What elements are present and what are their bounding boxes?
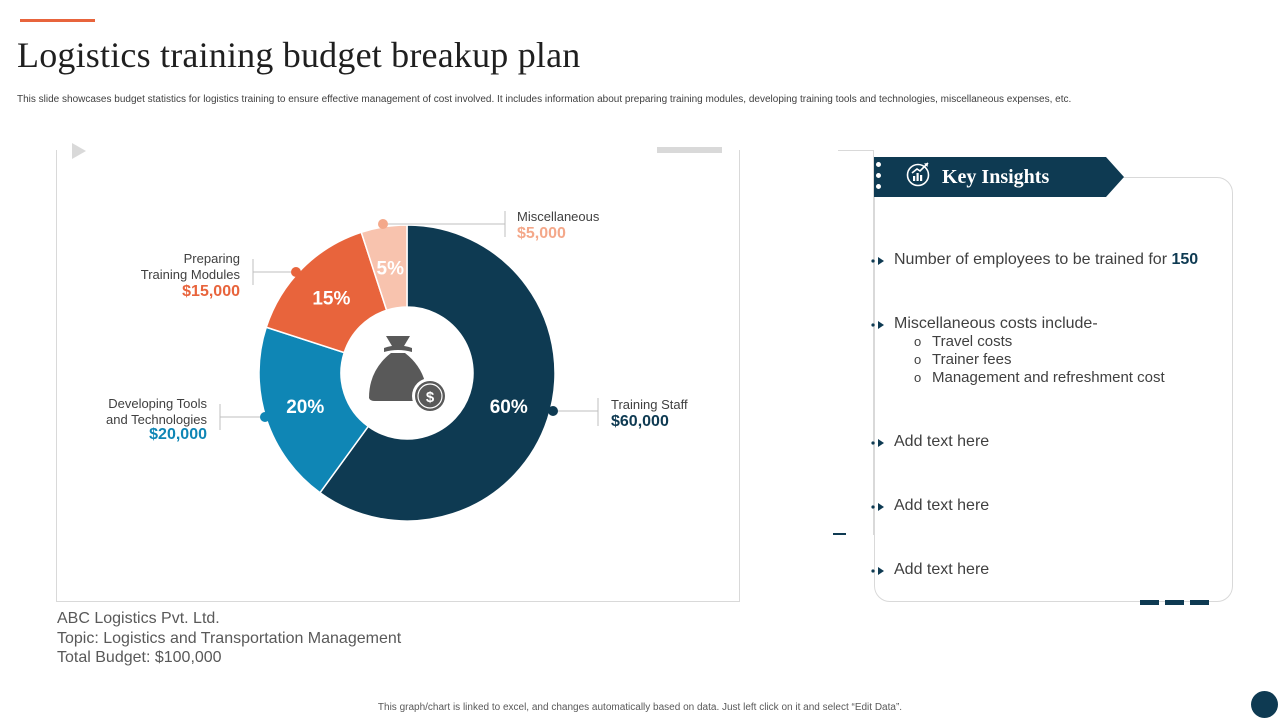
frame-dash-decoration bbox=[657, 147, 722, 153]
slice-training-staff[interactable] bbox=[318, 224, 556, 522]
dash-decoration bbox=[1165, 600, 1184, 605]
footer-note: This graph/chart is linked to excel, and… bbox=[377, 702, 903, 713]
insight-item-4-text[interactable]: Add text here bbox=[894, 497, 990, 514]
bullet-arrow-icon bbox=[871, 321, 884, 329]
insights-card bbox=[874, 177, 1233, 602]
dash-decoration bbox=[1140, 600, 1159, 605]
leader-training-staff bbox=[548, 398, 599, 426]
label-modules-line2: Training Modules bbox=[140, 267, 240, 282]
insight-item-3-text[interactable]: Add text here bbox=[894, 433, 990, 450]
insight-sub-item-text: Travel costs bbox=[932, 333, 1013, 350]
insight-sub-item: o Trainer fees bbox=[914, 351, 1012, 368]
insight-sub-item: o Management and refreshment cost bbox=[914, 369, 1165, 386]
pct-label-developing-tools: 20% bbox=[286, 397, 324, 418]
company-budget: Total Budget: $100,000 bbox=[57, 649, 222, 666]
money-bag-icon: $ bbox=[369, 336, 448, 414]
donut-chart[interactable]: 60% 20% 15% 5% $ bbox=[0, 0, 760, 600]
bullet-arrow-icon bbox=[871, 503, 884, 511]
insight-sub-item: o Travel costs bbox=[914, 333, 1013, 350]
slice-miscellaneous[interactable] bbox=[360, 224, 408, 312]
pct-label-preparing-modules: 15% bbox=[312, 288, 350, 309]
page-subtitle: This slide showcases budget statistics f… bbox=[17, 94, 1072, 105]
company-info: ABC Logistics Pvt. Ltd. Topic: Logistics… bbox=[57, 609, 401, 668]
company-topic: Topic: Logistics and Transportation Mana… bbox=[57, 629, 402, 647]
binder-rings-decoration bbox=[875, 161, 882, 194]
insight-item-5-text[interactable]: Add text here bbox=[894, 561, 990, 578]
pct-label-miscellaneous: 5% bbox=[377, 258, 405, 279]
insights-banner bbox=[874, 157, 1124, 197]
title-accent-bar bbox=[20, 19, 95, 22]
insights-title: Key Insights bbox=[942, 166, 1050, 188]
label-staff-value: $60,000 bbox=[611, 413, 669, 430]
insight-item-1-text: Number of employees to be trained for bbox=[894, 251, 1172, 268]
label-staff-name: Training Staff bbox=[611, 397, 688, 412]
label-misc-name: Miscellaneous bbox=[517, 209, 600, 224]
bullet-arrow-icon bbox=[871, 439, 884, 447]
insight-item-1-value: 150 bbox=[1171, 251, 1199, 268]
label-misc-value: $5,000 bbox=[517, 225, 566, 242]
bullet-arrow-icon bbox=[871, 567, 884, 575]
insight-item-2-text: Miscellaneous costs include- bbox=[894, 315, 1098, 332]
corner-dot-decoration bbox=[1251, 691, 1278, 718]
frame-triangle-decoration bbox=[72, 143, 86, 159]
leader-developing-tools bbox=[219, 404, 270, 430]
label-tools-line1: Developing Tools bbox=[108, 396, 207, 411]
insight-sub-item-text: Management and refreshment cost bbox=[932, 369, 1165, 386]
label-modules-line1: Preparing bbox=[183, 251, 240, 266]
leader-preparing-modules bbox=[252, 259, 301, 285]
insights-frame-decoration bbox=[838, 150, 874, 535]
svg-text:$: $ bbox=[426, 389, 435, 406]
label-tools-value: $20,000 bbox=[149, 426, 207, 443]
page-title: Logistics training budget breakup plan bbox=[17, 35, 581, 75]
label-tools-line2: and Technologies bbox=[106, 412, 207, 427]
label-modules-value: $15,000 bbox=[182, 283, 240, 300]
chart-frame bbox=[56, 150, 740, 602]
insights-tick-decoration bbox=[833, 533, 846, 535]
company-name: ABC Logistics Pvt. Ltd. bbox=[57, 610, 220, 627]
pct-label-training-staff: 60% bbox=[490, 397, 528, 418]
leader-miscellaneous bbox=[378, 211, 506, 237]
dash-decoration bbox=[1190, 600, 1209, 605]
slice-developing-tools[interactable] bbox=[258, 326, 370, 494]
growth-chart-icon bbox=[905, 160, 933, 193]
bullet-arrow-icon bbox=[871, 257, 884, 265]
insight-sub-item-text: Trainer fees bbox=[932, 351, 1012, 368]
